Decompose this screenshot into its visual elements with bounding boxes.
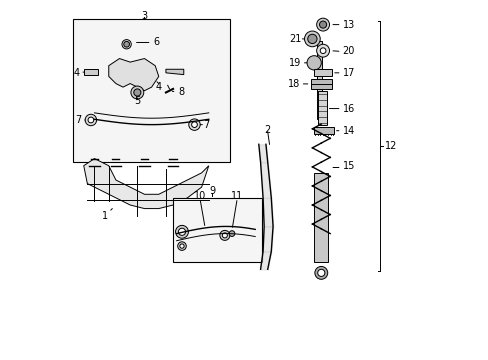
Text: 7: 7 [203, 120, 209, 130]
Circle shape [177, 242, 186, 250]
Text: 12: 12 [384, 141, 396, 151]
Bar [173, 198, 262, 262]
Circle shape [320, 48, 325, 54]
Circle shape [304, 31, 320, 47]
Text: 1: 1 [102, 211, 108, 221]
Circle shape [123, 41, 129, 47]
Circle shape [88, 117, 94, 123]
Circle shape [307, 34, 316, 44]
Text: 20: 20 [342, 46, 354, 57]
Circle shape [314, 266, 327, 279]
Polygon shape [108, 59, 159, 91]
Polygon shape [165, 69, 183, 75]
Bar [313, 69, 331, 76]
Text: 9: 9 [209, 186, 215, 196]
Bar [316, 41, 322, 119]
Circle shape [220, 230, 229, 240]
Circle shape [222, 233, 227, 238]
Text: 16: 16 [342, 104, 354, 113]
Text: 18: 18 [287, 79, 299, 89]
Text: 5: 5 [134, 96, 140, 107]
Circle shape [191, 122, 197, 127]
Text: 19: 19 [288, 58, 300, 68]
Circle shape [229, 231, 234, 237]
Polygon shape [83, 69, 98, 75]
Text: 21: 21 [289, 34, 301, 44]
Text: 8: 8 [178, 87, 184, 98]
Text: 2: 2 [264, 125, 270, 135]
Bar [317, 91, 326, 125]
Text: 4: 4 [155, 82, 162, 92]
Circle shape [188, 119, 200, 130]
Text: 3: 3 [141, 11, 147, 21]
Circle shape [316, 18, 329, 31]
Circle shape [306, 56, 321, 70]
Text: 7: 7 [75, 115, 81, 125]
Circle shape [178, 228, 185, 235]
Circle shape [180, 244, 184, 248]
Text: 15: 15 [342, 161, 354, 171]
Text: 13: 13 [342, 19, 354, 30]
Text: 6: 6 [153, 37, 159, 48]
Circle shape [134, 89, 141, 96]
Text: 10: 10 [193, 191, 205, 201]
Circle shape [122, 40, 131, 49]
Circle shape [316, 44, 329, 57]
Circle shape [175, 225, 188, 238]
Text: 14: 14 [342, 126, 354, 136]
Bar [313, 127, 333, 134]
Bar [310, 79, 331, 89]
Bar [73, 19, 230, 162]
Polygon shape [83, 158, 208, 208]
Circle shape [85, 114, 97, 126]
Bar [313, 173, 328, 262]
Text: 4: 4 [73, 68, 80, 78]
Text: 17: 17 [342, 68, 354, 78]
Circle shape [317, 269, 324, 276]
Circle shape [131, 86, 143, 99]
Text: 11: 11 [231, 191, 243, 201]
Circle shape [319, 21, 326, 28]
